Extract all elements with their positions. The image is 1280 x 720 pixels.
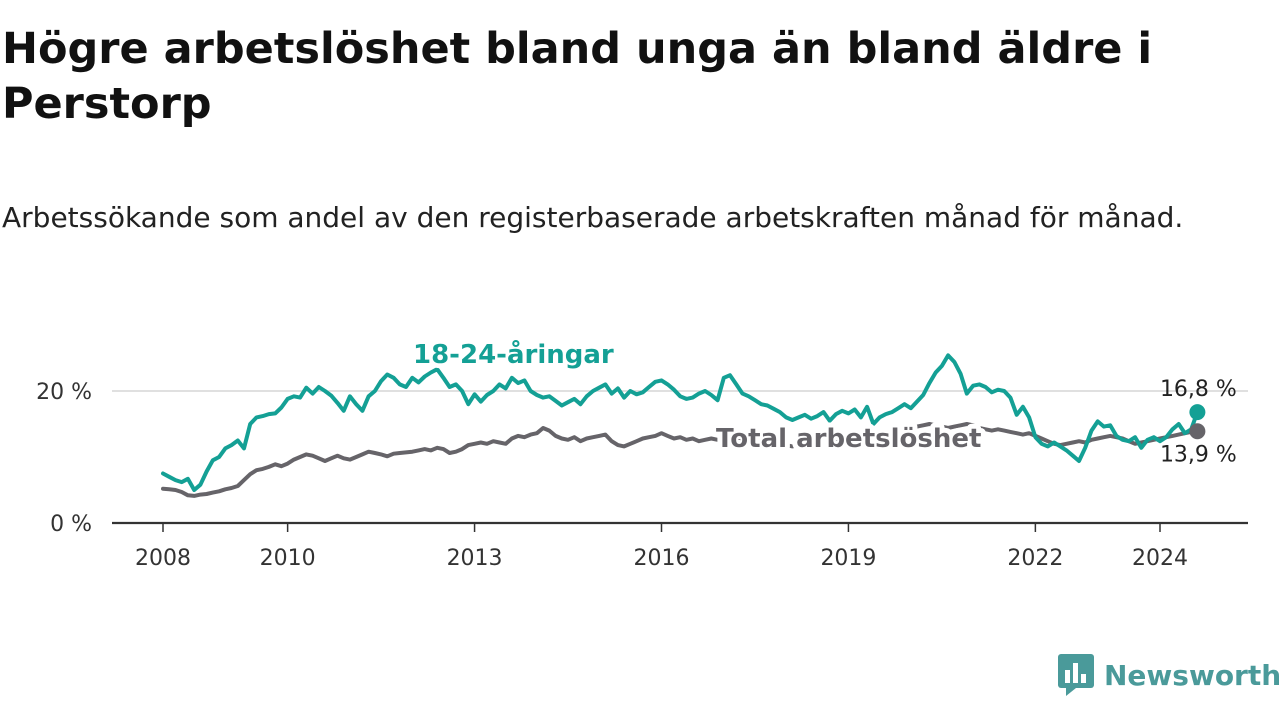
series-line-total xyxy=(161,422,1200,498)
series-layer xyxy=(161,353,1206,498)
chart-subtitle: Arbetssökande som andel av den registerb… xyxy=(2,201,1184,234)
x-tick-label: 2022 xyxy=(1007,546,1063,571)
x-tick-label: 2013 xyxy=(447,546,503,571)
x-axis xyxy=(112,521,1248,532)
series-label-total: Total arbetslöshet xyxy=(716,424,981,454)
y-tick-label: 20 % xyxy=(36,380,92,405)
end-marker-youth xyxy=(1189,404,1206,421)
end-value-label-total: 13,9 % xyxy=(1160,442,1237,467)
brand-logo: Newsworthy xyxy=(1058,654,1280,696)
newsworthy-chart-icon xyxy=(1058,654,1094,696)
chart-title: Högre arbetslöshet bland unga än bland ä… xyxy=(2,24,1153,129)
label-layer: 0 % 20 % 2008 2010 2013 2016 2019 2022 2024 16,8 … xyxy=(36,333,1237,571)
y-tick-label: 0 % xyxy=(50,512,92,537)
brand-name: Newsworthy xyxy=(1104,658,1280,692)
series-label-youth: 18-24-åringar xyxy=(413,338,614,370)
x-tick-label: 2008 xyxy=(135,546,191,571)
line-chart: 0 % 20 % 2008 2010 2013 2016 2019 2022 2024 16,8 … xyxy=(36,333,1248,571)
x-tick-label: 2024 xyxy=(1132,546,1188,571)
x-tick-label: 2016 xyxy=(634,546,690,571)
end-value-label-youth: 16,8 % xyxy=(1160,377,1237,402)
end-marker-total xyxy=(1189,423,1206,440)
series-line-youth xyxy=(161,353,1200,492)
x-tick-label: 2010 xyxy=(260,546,316,571)
x-tick-label: 2019 xyxy=(820,546,876,571)
